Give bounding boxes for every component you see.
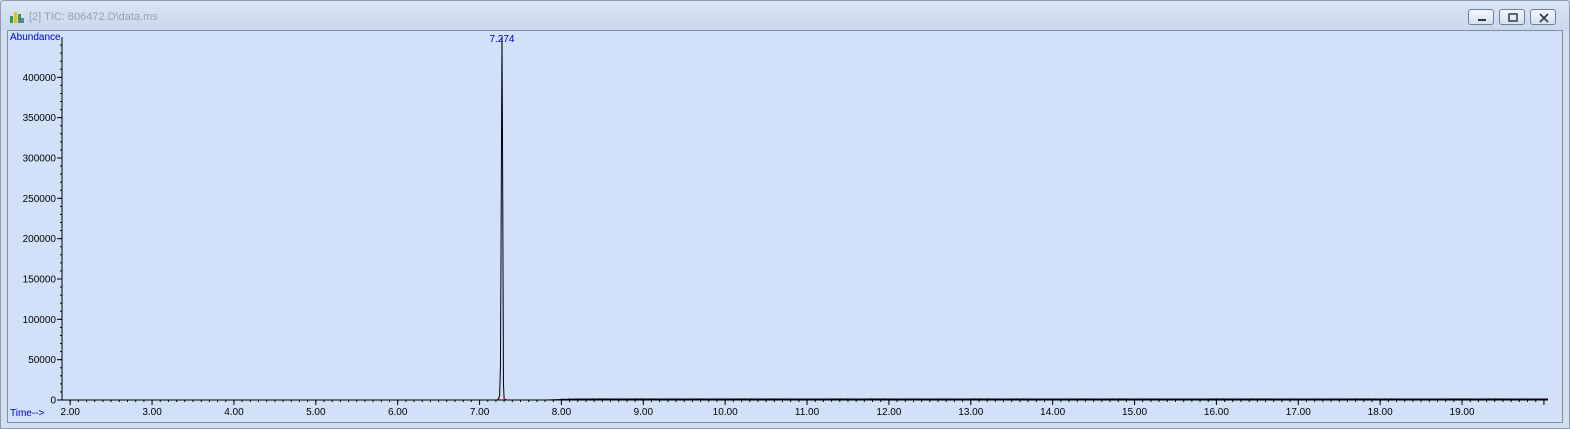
close-button[interactable] xyxy=(1530,9,1556,25)
baseline-noise xyxy=(561,398,1548,401)
window-title: [2] TIC: 806472.D\data.ms xyxy=(29,11,158,23)
close-icon xyxy=(1539,13,1549,23)
plot-area[interactable]: Abundance Time--> 7.274 0 50000 100000 1500… xyxy=(7,30,1563,423)
x-tick-label: 18.00 xyxy=(1368,407,1393,418)
x-tick-label: 14.00 xyxy=(1040,407,1065,418)
restore-icon xyxy=(1508,13,1518,22)
x-tick-label: 13.00 xyxy=(958,407,983,418)
restore-button[interactable] xyxy=(1499,9,1525,25)
y-tick-label: 300000 xyxy=(23,154,57,165)
x-tick-label: 15.00 xyxy=(1122,407,1147,418)
minimize-button[interactable] xyxy=(1468,9,1494,25)
x-tick-label: 19.00 xyxy=(1450,407,1475,418)
x-tick-label: 4.00 xyxy=(224,407,244,418)
x-tick-label: 2.00 xyxy=(60,407,80,418)
x-tick-label: 17.00 xyxy=(1286,407,1311,418)
x-tick-label: 7.00 xyxy=(470,407,490,418)
y-tick-label: 50000 xyxy=(28,355,56,366)
tic-trace xyxy=(62,36,1548,401)
x-tick-label: 11.00 xyxy=(795,407,820,418)
y-tick-label: 400000 xyxy=(23,73,57,84)
chromatogram-app-icon xyxy=(10,12,24,23)
y-axis-label: Abundance xyxy=(10,32,61,43)
chromatogram-chart[interactable]: Abundance Time--> 7.274 0500001000001500… xyxy=(8,31,1562,422)
x-tick-label: 6.00 xyxy=(388,407,408,418)
y-tick-label: 100000 xyxy=(23,315,57,326)
y-tick-label: 150000 xyxy=(23,275,57,286)
minimize-icon xyxy=(1478,19,1486,21)
x-tick-label: 8.00 xyxy=(552,407,572,418)
x-tick-label: 5.00 xyxy=(306,407,326,418)
y-tick-label: 0 xyxy=(50,396,56,407)
y-tick-label: 350000 xyxy=(23,113,57,124)
x-axis-label: Time--> xyxy=(10,408,45,419)
x-tick-label: 10.00 xyxy=(713,407,738,418)
title-bar[interactable]: [2] TIC: 806472.D\data.ms xyxy=(1,1,1569,31)
y-tick-label: 250000 xyxy=(23,194,57,205)
x-tick-label: 12.00 xyxy=(876,407,901,418)
y-tick-label: 200000 xyxy=(23,234,57,245)
x-tick-label: 3.00 xyxy=(142,407,162,418)
x-tick-label: 16.00 xyxy=(1204,407,1229,418)
x-tick-label: 9.00 xyxy=(634,407,654,418)
